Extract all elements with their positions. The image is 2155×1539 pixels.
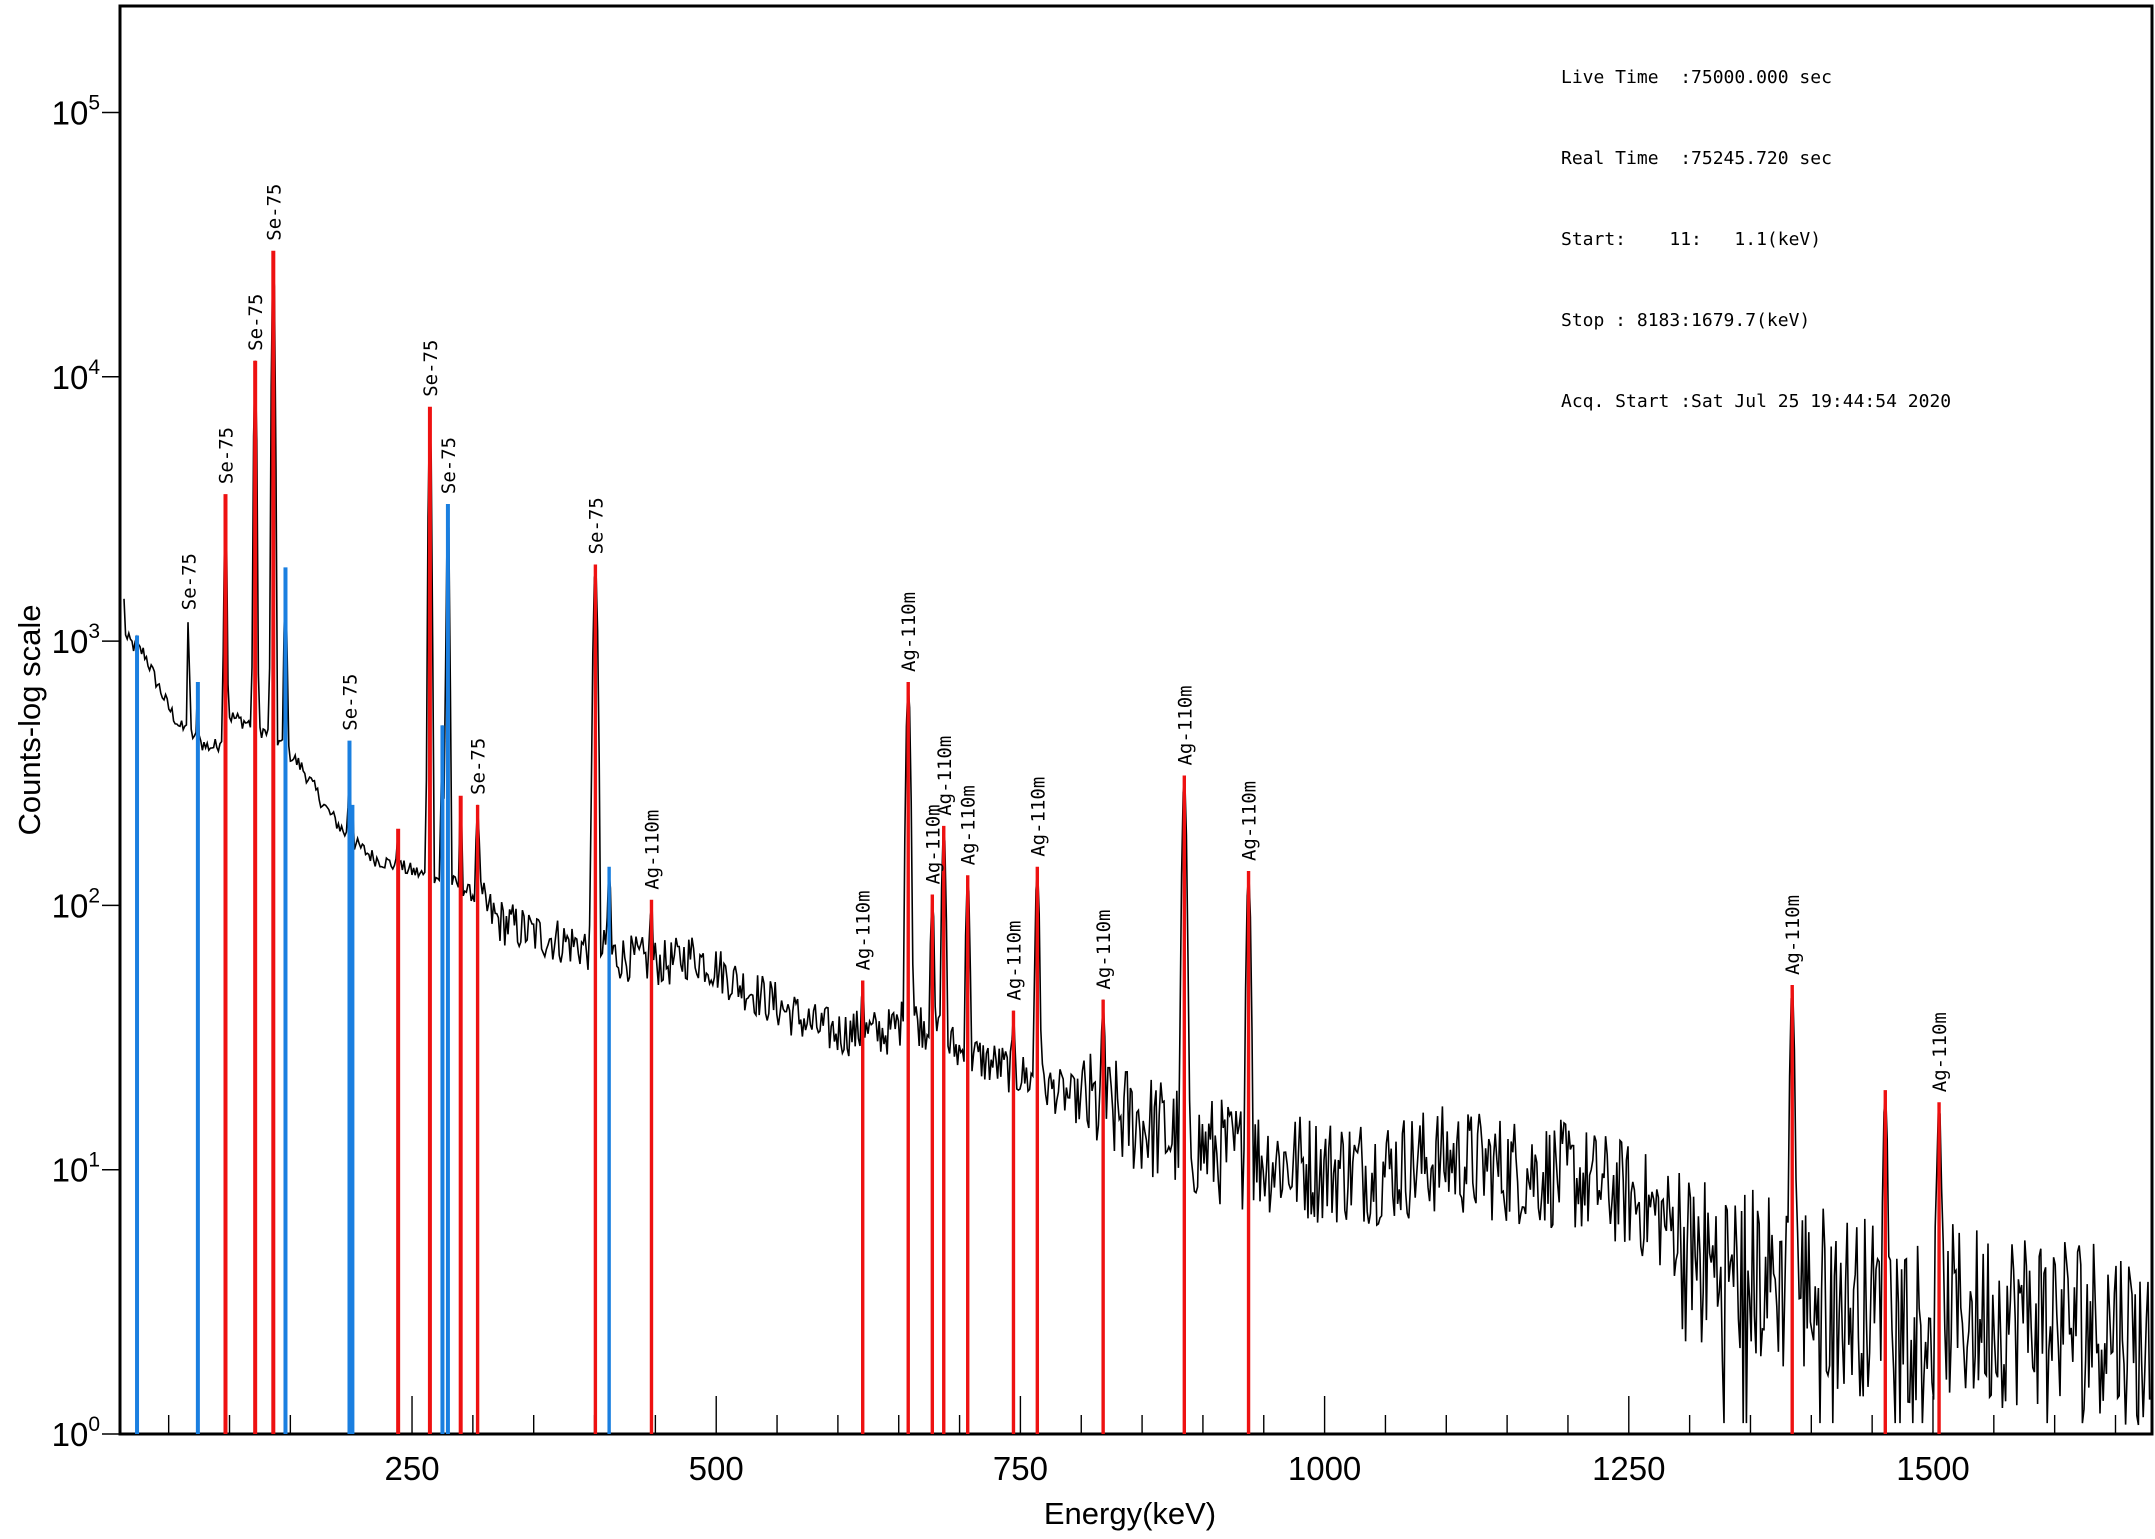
- x-tick-label: 250: [384, 1450, 439, 1487]
- peak-nuclide-label: Ag-110m: [1174, 685, 1196, 765]
- peak-markers: [135, 250, 1941, 1434]
- y-tick-label: 103: [52, 620, 100, 660]
- peak-nuclide-label: Se-75: [585, 497, 607, 554]
- x-tick-label: 1000: [1288, 1450, 1361, 1487]
- peak-nuclide-label: Se-75: [438, 437, 460, 494]
- peak-nuclide-label: Se-75: [420, 340, 442, 397]
- x-tick-label: 500: [689, 1450, 744, 1487]
- peak-nuclide-label: Ag-110m: [1782, 895, 1804, 975]
- peak-nuclide-label: Ag-110m: [1003, 921, 1025, 1001]
- peak-nuclide-label: Se-75: [263, 183, 285, 240]
- x-tick-label: 750: [993, 1450, 1048, 1487]
- plot-frame: [118, 4, 2154, 1436]
- peak-nuclide-label: Ag-110m: [898, 592, 920, 672]
- peak-nuclide-label: Se-75: [178, 553, 200, 610]
- peak-nuclide-label: Se-75: [245, 294, 267, 351]
- y-tick-label: 102: [52, 884, 100, 924]
- peak-nuclide-label: Se-75: [468, 738, 490, 795]
- y-axis-label: Counts-log scale: [12, 605, 47, 836]
- y-tick-label: 105: [52, 92, 100, 132]
- acquisition-info: Live Time :75000.000 sec Real Time :7524…: [1561, 10, 1951, 442]
- start-channel: Start: 11: 1.1(keV): [1561, 229, 1822, 250]
- live-time: Live Time :75000.000 sec: [1561, 67, 1832, 88]
- peak-nuclide-label: Se-75: [215, 427, 237, 484]
- x-tick-label: 1250: [1592, 1450, 1665, 1487]
- x-axis-label: Energy(keV): [1044, 1496, 1216, 1531]
- peak-nuclide-label: Ag-110m: [1027, 777, 1049, 857]
- acq-start: Acq. Start :Sat Jul 25 19:44:54 2020: [1561, 391, 1952, 412]
- y-tick-label: 101: [52, 1149, 100, 1189]
- peak-nuclide-label: Ag-110m: [1929, 1012, 1951, 1092]
- peak-nuclide-label: Ag-110m: [958, 785, 980, 865]
- peak-nuclide-label: Ag-110m: [641, 810, 663, 890]
- peak-nuclide-label: Ag-110m: [922, 804, 944, 884]
- x-tick-label: 1500: [1896, 1450, 1969, 1487]
- real-time: Real Time :75245.720 sec: [1561, 148, 1832, 169]
- peak-nuclide-label: Ag-110m: [934, 736, 956, 816]
- peak-nuclide-label: Ag-110m: [1093, 910, 1115, 990]
- stop-channel: Stop : 8183:1679.7(keV): [1561, 310, 1811, 331]
- peak-nuclide-label: Ag-110m: [1239, 781, 1261, 861]
- y-tick-label: 104: [52, 356, 101, 396]
- peak-nuclide-label: Se-75: [339, 673, 361, 730]
- y-tick-label: 100: [52, 1413, 100, 1453]
- x-axis: 250 500 750 1000 1250 1500: [167, 1396, 2117, 1487]
- peak-nuclide-label: Ag-110m: [853, 890, 875, 970]
- peak-labels: Se-75 Se-75 Se-75 Se-75 Se-75 Se-75 Se-75 Se-75…: [178, 183, 1951, 1092]
- y-axis: 100 101 102 103 104 105: [52, 92, 120, 1453]
